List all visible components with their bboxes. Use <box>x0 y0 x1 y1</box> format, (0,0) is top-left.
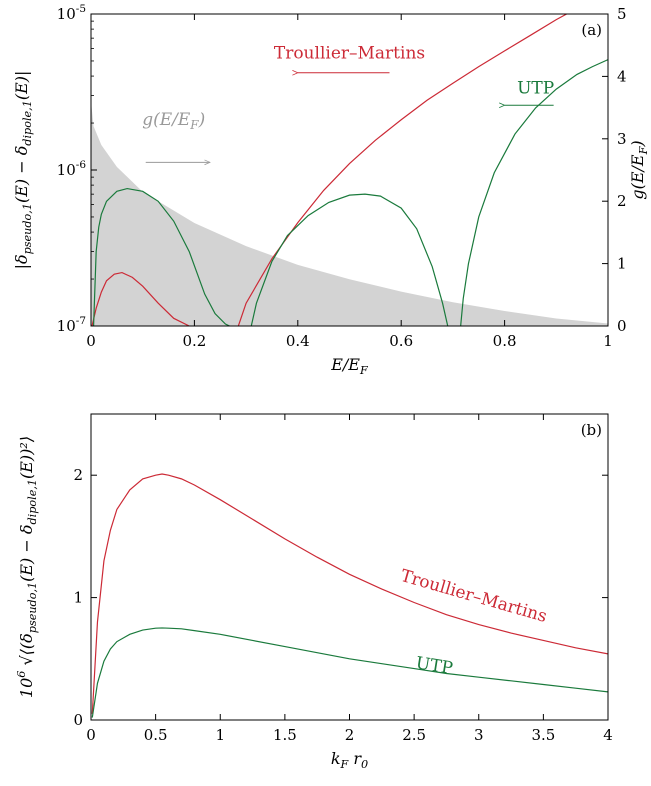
a-y-right-tick-label: 2 <box>617 192 627 210</box>
panel-b-label: (b) <box>581 421 602 439</box>
a-x-tick-label: 0.2 <box>182 332 206 350</box>
a-y-right-tick-label: 3 <box>617 130 627 148</box>
b-y-tick-label: 2 <box>73 466 83 484</box>
b-x-tick-label: 3 <box>474 726 484 744</box>
series-troullier-martins <box>91 473 608 714</box>
a-y-left-tick-label: 10-6 <box>57 159 87 179</box>
annotation-utp: UTP <box>414 653 454 679</box>
a-y-right-tick-label: 4 <box>617 67 627 85</box>
b-x-tick-label: 4 <box>603 726 613 744</box>
annotation-utp: UTP <box>517 78 554 98</box>
b-x-tick-label: 2 <box>345 726 355 744</box>
b-x-tick-label: 0 <box>86 726 96 744</box>
annotation-troullier-martins: Troullier–Martins <box>274 43 425 63</box>
a-y-right-tick-label: 5 <box>617 5 627 23</box>
panel-b: 0 0.5 1 1.5 2 2.5 3 3.5 4 0 1 2 Troullier–Martins UT… <box>15 413 613 771</box>
b-x-tick-label: 0.5 <box>144 726 168 744</box>
annotation-troullier-martins: Troullier–Martins <box>398 566 549 627</box>
a-y-left-tick-label: 10-7 <box>57 315 86 335</box>
series-utp <box>91 627 608 718</box>
series-utp-segment-2 <box>250 193 449 326</box>
b-x-tick-label: 2.5 <box>402 726 426 744</box>
b-x-tick-label: 3.5 <box>531 726 555 744</box>
a-x-tick-label: 0.8 <box>493 332 517 350</box>
panel-b-frame <box>90 413 609 721</box>
annotation-g-e-e-f: g(E/EF) <box>142 110 205 132</box>
a-x-tick-label: 0.6 <box>389 332 413 350</box>
series-troullier-martins-segment-1 <box>91 271 190 326</box>
b-y-tick-label: 0 <box>73 711 83 729</box>
panel-a-left-y-axis-label: |δpseudo,1(E) − δdipole,1(E)| <box>12 71 34 270</box>
a-y-left-tick-label: 10-5 <box>57 3 86 23</box>
a-y-right-tick-label: 0 <box>617 317 627 335</box>
panel-a-right-y-axis-label: g(E/EF) <box>628 140 650 199</box>
b-y-tick-label: 1 <box>73 589 83 607</box>
density-of-states-area <box>91 101 608 326</box>
b-x-tick-label: 1 <box>215 726 225 744</box>
a-y-right-tick-label: 1 <box>617 255 627 273</box>
b-x-tick-label: 1.5 <box>273 726 297 744</box>
panel-b-x-axis-label: kF r0 <box>331 749 368 771</box>
a-x-tick-label: 0.4 <box>286 332 310 350</box>
panel-a-label: (a) <box>581 21 602 39</box>
series-utp-segment-1 <box>92 187 230 326</box>
panel-b-y-axis-label: 106 √⟨(δpseudo,1(E) − δdipole,1(E))²⟩ <box>15 436 39 698</box>
panel-a-x-axis-label: E/EF <box>330 355 369 377</box>
a-x-tick-label: 0 <box>86 332 96 350</box>
series-utp-segment-3 <box>460 59 608 326</box>
a-x-tick-label: 1 <box>603 332 613 350</box>
